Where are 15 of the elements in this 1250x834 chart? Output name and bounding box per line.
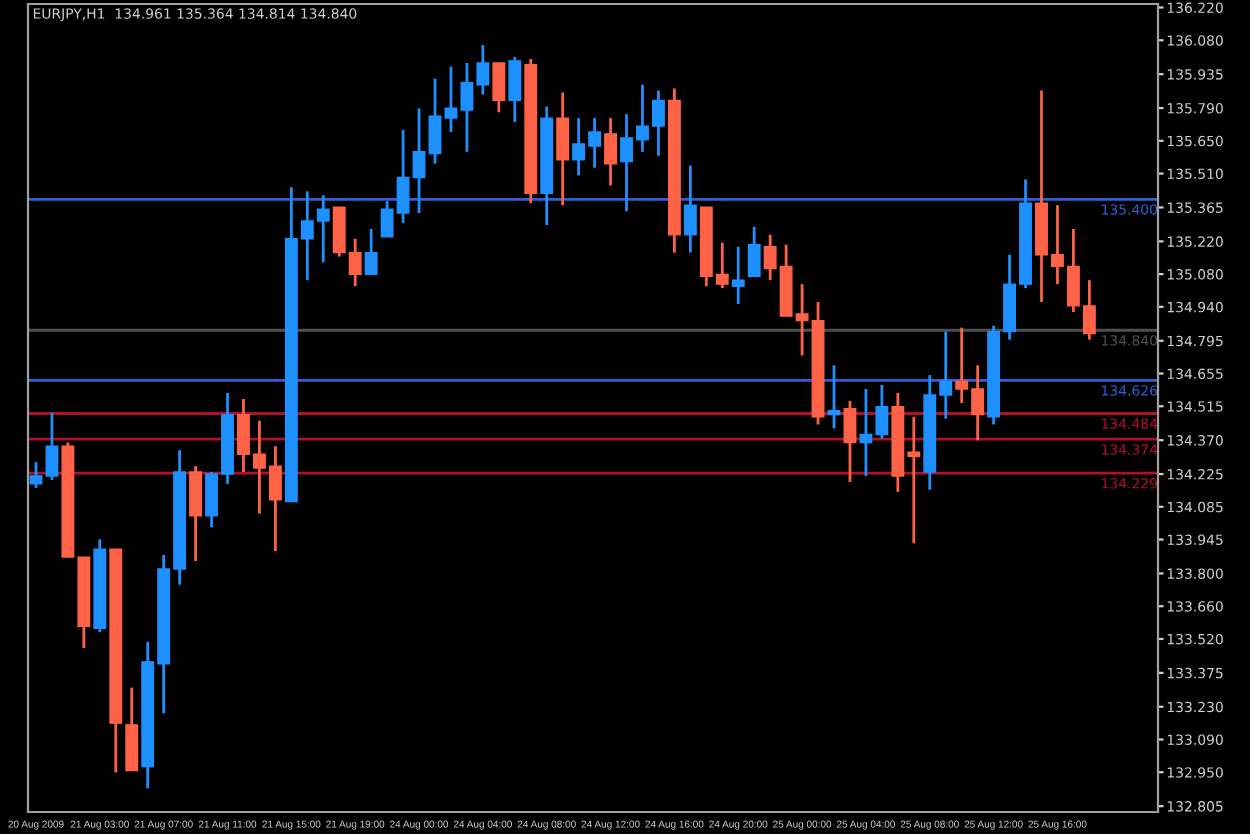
candlestick: [747, 225, 761, 278]
candlestick: [125, 686, 139, 772]
candlestick: [556, 91, 570, 207]
candlestick: [843, 399, 857, 484]
candlestick: [189, 464, 203, 563]
candlestick: [683, 164, 697, 254]
candlestick: [364, 227, 378, 276]
candlestick: [45, 411, 59, 482]
candlestick: [492, 61, 506, 114]
candlestick: [29, 460, 43, 490]
candlestick: [731, 245, 745, 306]
candlestick: [827, 363, 841, 430]
candlestick: [428, 77, 442, 166]
candlestick: [604, 116, 617, 187]
candlestick: [508, 55, 522, 124]
